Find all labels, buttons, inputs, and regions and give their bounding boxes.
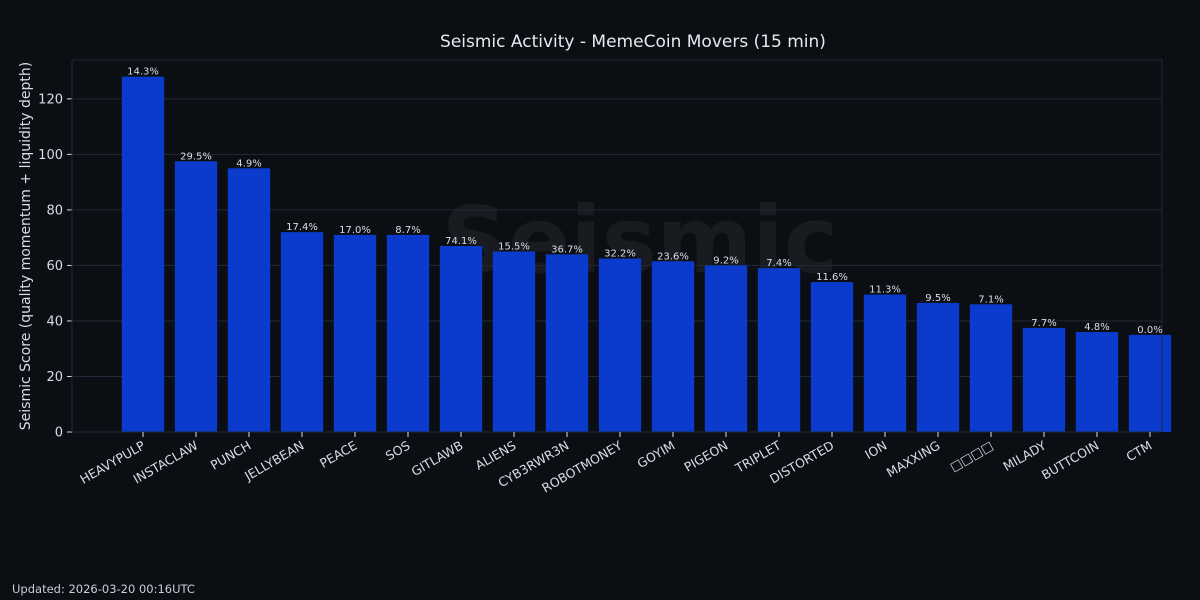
- bar-ion: [863, 294, 907, 432]
- data-label: 9.2%: [713, 255, 738, 266]
- data-label: 23.6%: [657, 251, 689, 262]
- bar-gitlawb: [439, 246, 483, 432]
- y-axis-label: Seismic Score (quality momentum + liquid…: [18, 62, 34, 430]
- bar-punch: [227, 168, 271, 432]
- y-tick-label: 120: [38, 92, 63, 107]
- data-label: 29.5%: [180, 151, 212, 162]
- x-tick-label: □□□□: [947, 438, 995, 475]
- bar-maxxing: [916, 302, 960, 432]
- updated-timestamp: Updated: 2026-03-20 00:16UTC: [12, 582, 195, 596]
- bar-□□□□: [969, 304, 1013, 432]
- data-label: 0.0%: [1137, 325, 1162, 336]
- y-tick-label: 100: [38, 148, 63, 163]
- bar-triplet: [757, 268, 801, 432]
- x-tick-label: BUTTCOIN: [1039, 438, 1102, 483]
- bar-ctm: [1128, 334, 1172, 432]
- data-label: 14.3%: [127, 67, 159, 78]
- data-label: 17.0%: [339, 225, 371, 236]
- x-tick-label: JELLYBEAN: [241, 438, 306, 484]
- y-tick-label: 60: [46, 259, 63, 274]
- data-label: 11.6%: [816, 272, 848, 283]
- x-tick-label: GITLAWB: [409, 438, 466, 480]
- bar-cyb3rwr3n: [545, 254, 589, 432]
- data-label: 7.1%: [978, 294, 1003, 305]
- x-tick-label: SOS: [383, 438, 413, 464]
- bar-peace: [333, 234, 377, 432]
- y-tick-label: 40: [46, 314, 63, 329]
- data-label: 7.7%: [1031, 318, 1056, 329]
- bar-pigeon: [704, 265, 748, 432]
- data-label: 8.7%: [395, 225, 420, 236]
- bar-heavypulp: [121, 76, 165, 433]
- data-label: 15.5%: [498, 242, 530, 253]
- y-tick-label: 20: [46, 370, 63, 385]
- x-tick-label: MAXXING: [884, 438, 943, 481]
- data-label: 36.7%: [551, 244, 583, 255]
- bar-aliens: [492, 251, 536, 432]
- x-tick-label: CTM: [1123, 438, 1154, 465]
- data-label: 74.1%: [445, 236, 477, 247]
- bars: [121, 76, 1172, 433]
- y-tick-label: 0: [55, 426, 63, 441]
- x-tick-label: PIGEON: [681, 438, 730, 475]
- data-label: 9.5%: [925, 293, 950, 304]
- bar-goyim: [651, 261, 695, 432]
- data-label: 17.4%: [286, 222, 318, 233]
- x-tick-label: PEACE: [317, 438, 360, 471]
- bar-sos: [386, 234, 430, 432]
- bar-jellybean: [280, 232, 324, 432]
- data-label: 7.4%: [766, 258, 791, 269]
- data-label: 4.9%: [236, 158, 261, 169]
- bar-milady: [1022, 327, 1066, 432]
- bar-buttcoin: [1075, 332, 1119, 432]
- data-label: 4.8%: [1084, 322, 1109, 333]
- bar-distorted: [810, 282, 854, 432]
- data-label: 32.2%: [604, 248, 636, 259]
- data-label: 11.3%: [869, 285, 901, 296]
- bar-robotmoney: [598, 258, 642, 432]
- y-tick-label: 80: [46, 203, 63, 218]
- chart-title: Seismic Activity - MemeCoin Movers (15 m…: [440, 32, 826, 52]
- x-tick-label: GOYIM: [635, 438, 678, 471]
- x-tick-label: ION: [862, 438, 889, 462]
- bar-instaclaw: [174, 161, 218, 432]
